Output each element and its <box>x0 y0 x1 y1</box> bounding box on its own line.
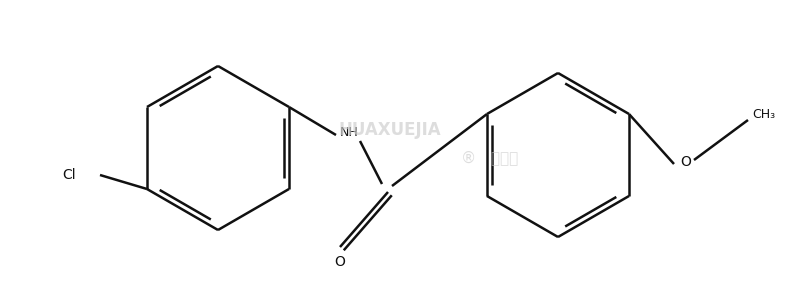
Text: O: O <box>681 155 691 169</box>
Text: CH₃: CH₃ <box>752 107 775 120</box>
Text: O: O <box>334 255 346 269</box>
Text: HUAXUEJIA: HUAXUEJIA <box>338 121 442 139</box>
Text: Cl: Cl <box>62 168 76 182</box>
Text: NH: NH <box>340 126 358 139</box>
Text: ®   化学加: ® 化学加 <box>462 151 518 166</box>
